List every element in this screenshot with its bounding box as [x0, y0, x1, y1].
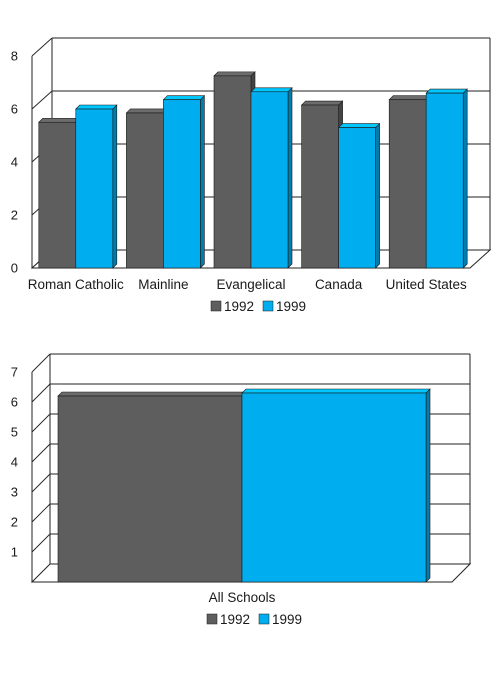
bar-side-1999	[287, 87, 293, 269]
bar-top-1999	[162, 95, 206, 101]
bar-1992-canada	[301, 104, 339, 269]
y-tick-label: 8	[11, 49, 18, 64]
gridline-diagonal	[31, 37, 53, 57]
chart-2-all-schools: 1 2 3 4 5 6 7 All Schools 1992 1999	[11, 353, 472, 627]
bar-1992-united-states	[388, 99, 427, 269]
legend-swatch-1999	[262, 300, 274, 312]
bar-1992-evangelical	[213, 75, 252, 269]
bar-side-1999	[375, 122, 380, 269]
x-category-label: United States	[386, 277, 467, 292]
gridline-diagonal	[31, 90, 53, 110]
bar-side-1999	[462, 88, 468, 269]
y-tick-label: 6	[11, 395, 18, 410]
legend-label-1999: 1999	[276, 299, 306, 314]
y-tick-label: 6	[11, 102, 18, 117]
y-tick-label: 5	[11, 425, 18, 440]
bar-1999-all-schools	[241, 392, 427, 583]
bar-1992-roman-catholic	[38, 121, 77, 269]
x-category-label: Evangelical	[216, 277, 285, 292]
y-tick-label: 4	[11, 155, 18, 170]
legend-label-1992: 1992	[224, 299, 254, 314]
legend-label-1992: 1992	[220, 612, 250, 627]
gridline-diagonal	[31, 473, 51, 493]
gridline-diagonal	[31, 503, 51, 523]
bar-top-1992	[388, 95, 431, 101]
bar-1999-canada	[338, 127, 376, 269]
y-tick-label: 4	[11, 455, 18, 470]
bar-top-1992	[213, 71, 256, 77]
legend-swatch-1992	[210, 300, 222, 312]
gridline-diagonal	[31, 353, 51, 373]
x-category-label: All Schools	[209, 590, 276, 605]
y-tick-label: 3	[11, 485, 18, 500]
bar-top-1999	[241, 388, 431, 394]
legend-swatch-1999	[258, 613, 270, 625]
y-tick-label: 7	[11, 365, 18, 380]
bar-top-1992	[38, 117, 81, 123]
y-tick-label: 2	[11, 515, 18, 530]
legend-swatch-1992	[206, 613, 218, 625]
y-tick-label: 0	[11, 261, 18, 276]
bar-top-1992	[57, 391, 247, 397]
bar-top-1992	[300, 100, 344, 106]
chart-1-religious-groups: 0 2 4 6 8 Roman Catholic Mainline Evangelical Ca…	[11, 37, 492, 314]
gridline-diagonal	[31, 533, 51, 553]
bar-1999-mainline	[163, 99, 201, 269]
y-tick-label: 2	[11, 208, 18, 223]
bar-side-1999	[112, 104, 118, 269]
bar-1992-mainline	[126, 112, 164, 269]
y-tick-label: 1	[11, 545, 18, 560]
bar-side-1999	[200, 95, 205, 269]
bar-top-1999	[425, 88, 468, 94]
x-category-label: Mainline	[138, 277, 188, 292]
bar-1999-evangelical	[250, 91, 289, 269]
bar-top-1992	[125, 108, 169, 114]
x-category-label: Roman Catholic	[28, 277, 124, 292]
bar-side-1999	[425, 388, 431, 583]
x-category-label: Canada	[315, 277, 363, 292]
gridline-diagonal	[31, 383, 51, 403]
bar-1999-roman-catholic	[75, 108, 114, 269]
bar-top-1999	[75, 104, 118, 110]
legend-label-1999: 1999	[272, 612, 302, 627]
bar-1999-united-states	[425, 92, 464, 269]
bar-top-1999	[250, 87, 293, 93]
bar-top-1999	[337, 123, 381, 128]
gridline-diagonal	[31, 443, 51, 463]
bar-1992-all-schools	[57, 395, 243, 583]
gridline-diagonal	[31, 413, 51, 433]
